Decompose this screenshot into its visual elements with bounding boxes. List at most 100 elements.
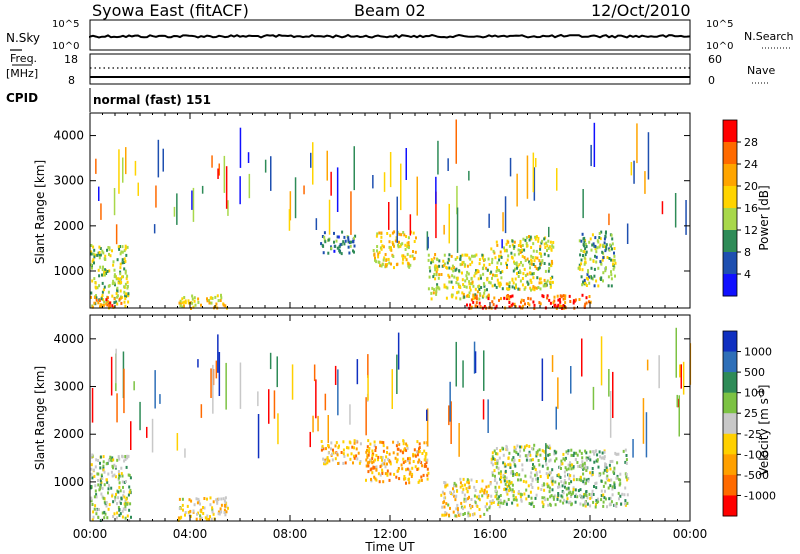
data-cell [508, 301, 511, 304]
data-cell [105, 300, 108, 304]
data-cell [483, 350, 485, 391]
data-cell [519, 495, 522, 499]
data-cell [123, 267, 126, 271]
data-cell [626, 478, 629, 482]
data-cell [401, 261, 404, 265]
data-cell [239, 362, 242, 409]
data-cell [220, 510, 223, 514]
data-cell [500, 297, 502, 301]
data-cell [546, 466, 549, 470]
data-cell [153, 224, 156, 234]
data-cell [218, 163, 220, 176]
data-cell [208, 299, 211, 302]
data-cell [116, 511, 119, 515]
data-cell [436, 283, 439, 287]
data-cell [478, 262, 481, 266]
data-cell [405, 258, 408, 262]
data-cell [441, 264, 444, 268]
data-cell [522, 299, 525, 303]
data-cell [98, 508, 100, 511]
data-cell [581, 293, 584, 297]
data-cell [465, 274, 468, 278]
data-cell [599, 260, 602, 264]
data-cell [133, 381, 135, 391]
data-cell [548, 226, 550, 238]
data-cell [192, 187, 195, 222]
data-cell [183, 300, 186, 304]
data-cell [392, 255, 395, 258]
data-cell [676, 394, 678, 408]
power-colorbar-swatch [723, 274, 737, 297]
data-cell [540, 252, 542, 256]
data-cell [494, 495, 497, 499]
data-cell [323, 235, 326, 239]
data-cell [526, 257, 529, 261]
data-cell [134, 160, 137, 176]
data-cell [389, 247, 392, 251]
data-cell [555, 406, 557, 430]
data-cell [466, 480, 469, 484]
data-cell [435, 289, 438, 293]
data-cell [487, 494, 490, 497]
data-cell [456, 291, 459, 295]
data-cell [435, 273, 438, 277]
data-cell [209, 515, 211, 519]
data-cell [589, 450, 592, 454]
data-cell [443, 481, 446, 484]
data-cell [550, 494, 553, 498]
data-cell [428, 275, 431, 279]
data-cell [326, 456, 329, 460]
data-cell [547, 453, 550, 457]
data-cell [578, 298, 581, 301]
data-cell [611, 237, 614, 241]
data-cell [588, 492, 591, 496]
data-cell [621, 492, 624, 496]
data-cell [514, 277, 517, 281]
data-cell [103, 285, 106, 289]
data-cell [106, 270, 109, 273]
data-cell [532, 447, 535, 451]
data-cell [248, 173, 251, 199]
data-cell [391, 231, 394, 235]
data-cell [98, 245, 101, 249]
data-cell [483, 282, 486, 286]
data-cell [190, 499, 193, 503]
data-cell [428, 266, 431, 270]
data-cell [550, 247, 553, 251]
data-cell [483, 305, 486, 308]
data-cell [446, 286, 449, 290]
data-cell [94, 504, 97, 508]
data-cell [468, 486, 471, 489]
data-cell [193, 299, 196, 303]
data-cell [563, 481, 566, 485]
data-cell [605, 266, 607, 270]
data-cell [546, 279, 549, 283]
data-cell [600, 336, 603, 386]
data-cell [179, 507, 182, 511]
data-cell [408, 472, 411, 476]
data-cell [575, 478, 578, 482]
data-cell [481, 479, 484, 483]
data-cell [468, 170, 470, 181]
data-cell [557, 377, 559, 409]
data-cell [95, 296, 98, 300]
data-cell [506, 287, 509, 291]
data-cell [569, 491, 572, 495]
data-cell [544, 284, 547, 288]
data-cell [409, 263, 412, 267]
data-cell [592, 450, 595, 454]
data-cell [91, 305, 94, 309]
data-cell [126, 456, 129, 460]
data-cell [507, 456, 510, 460]
data-cell [396, 447, 399, 451]
data-cell [503, 462, 506, 466]
data-cell [472, 284, 475, 288]
ytick-label: 4000 [53, 332, 84, 346]
data-cell [523, 248, 526, 252]
data-cell [99, 461, 101, 465]
data-cell [342, 448, 345, 452]
data-cell [394, 456, 397, 460]
data-cell [539, 287, 542, 291]
data-cell [128, 508, 131, 512]
velocity-colorbar-tick-label: 500 [744, 366, 765, 379]
